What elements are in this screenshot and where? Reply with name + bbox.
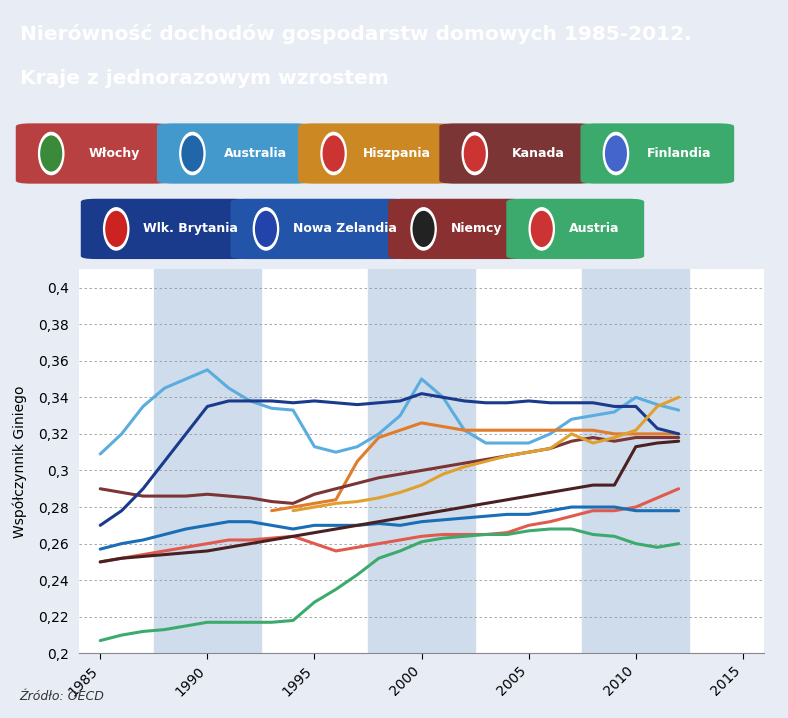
Ellipse shape [181, 136, 203, 172]
Ellipse shape [605, 136, 627, 172]
Ellipse shape [321, 132, 346, 174]
Ellipse shape [463, 136, 485, 172]
Text: Austria: Austria [569, 223, 619, 236]
Bar [368, 269, 475, 653]
Ellipse shape [413, 211, 434, 247]
FancyBboxPatch shape [506, 199, 645, 259]
Text: Finlandia: Finlandia [647, 147, 712, 160]
Text: Nowa Zelandia: Nowa Zelandia [293, 223, 397, 236]
Ellipse shape [322, 136, 344, 172]
Text: Australia: Australia [225, 147, 288, 160]
Bar [154, 269, 261, 653]
FancyBboxPatch shape [298, 123, 452, 184]
Text: Niemcy: Niemcy [451, 223, 502, 236]
Text: Włochy: Włochy [89, 147, 140, 160]
Ellipse shape [411, 208, 436, 250]
Ellipse shape [180, 132, 205, 174]
Text: Źródło: OECD: Źródło: OECD [20, 690, 105, 703]
Ellipse shape [40, 136, 62, 172]
FancyBboxPatch shape [230, 199, 408, 259]
FancyBboxPatch shape [16, 123, 169, 184]
Bar [582, 269, 690, 653]
Text: Wlk. Brytania: Wlk. Brytania [143, 223, 238, 236]
Ellipse shape [105, 211, 127, 247]
Text: Kraje z jednorazowym wzrostem: Kraje z jednorazowym wzrostem [20, 69, 388, 88]
Text: Hiszpania: Hiszpania [363, 147, 431, 160]
Ellipse shape [255, 211, 277, 247]
Ellipse shape [530, 211, 553, 247]
Ellipse shape [103, 208, 128, 250]
FancyBboxPatch shape [581, 123, 734, 184]
Text: Nierówność dochodów gospodarstw domowych 1985-2012.: Nierówność dochodów gospodarstw domowych… [20, 24, 691, 45]
Ellipse shape [604, 132, 629, 174]
FancyBboxPatch shape [388, 199, 526, 259]
Ellipse shape [254, 208, 279, 250]
FancyBboxPatch shape [157, 123, 310, 184]
Ellipse shape [39, 132, 64, 174]
Y-axis label: Współczynnik Giniego: Współczynnik Giniego [13, 385, 28, 538]
FancyBboxPatch shape [440, 123, 593, 184]
Ellipse shape [462, 132, 487, 174]
FancyBboxPatch shape [80, 199, 250, 259]
Text: Kanada: Kanada [511, 147, 564, 160]
Ellipse shape [530, 208, 554, 250]
